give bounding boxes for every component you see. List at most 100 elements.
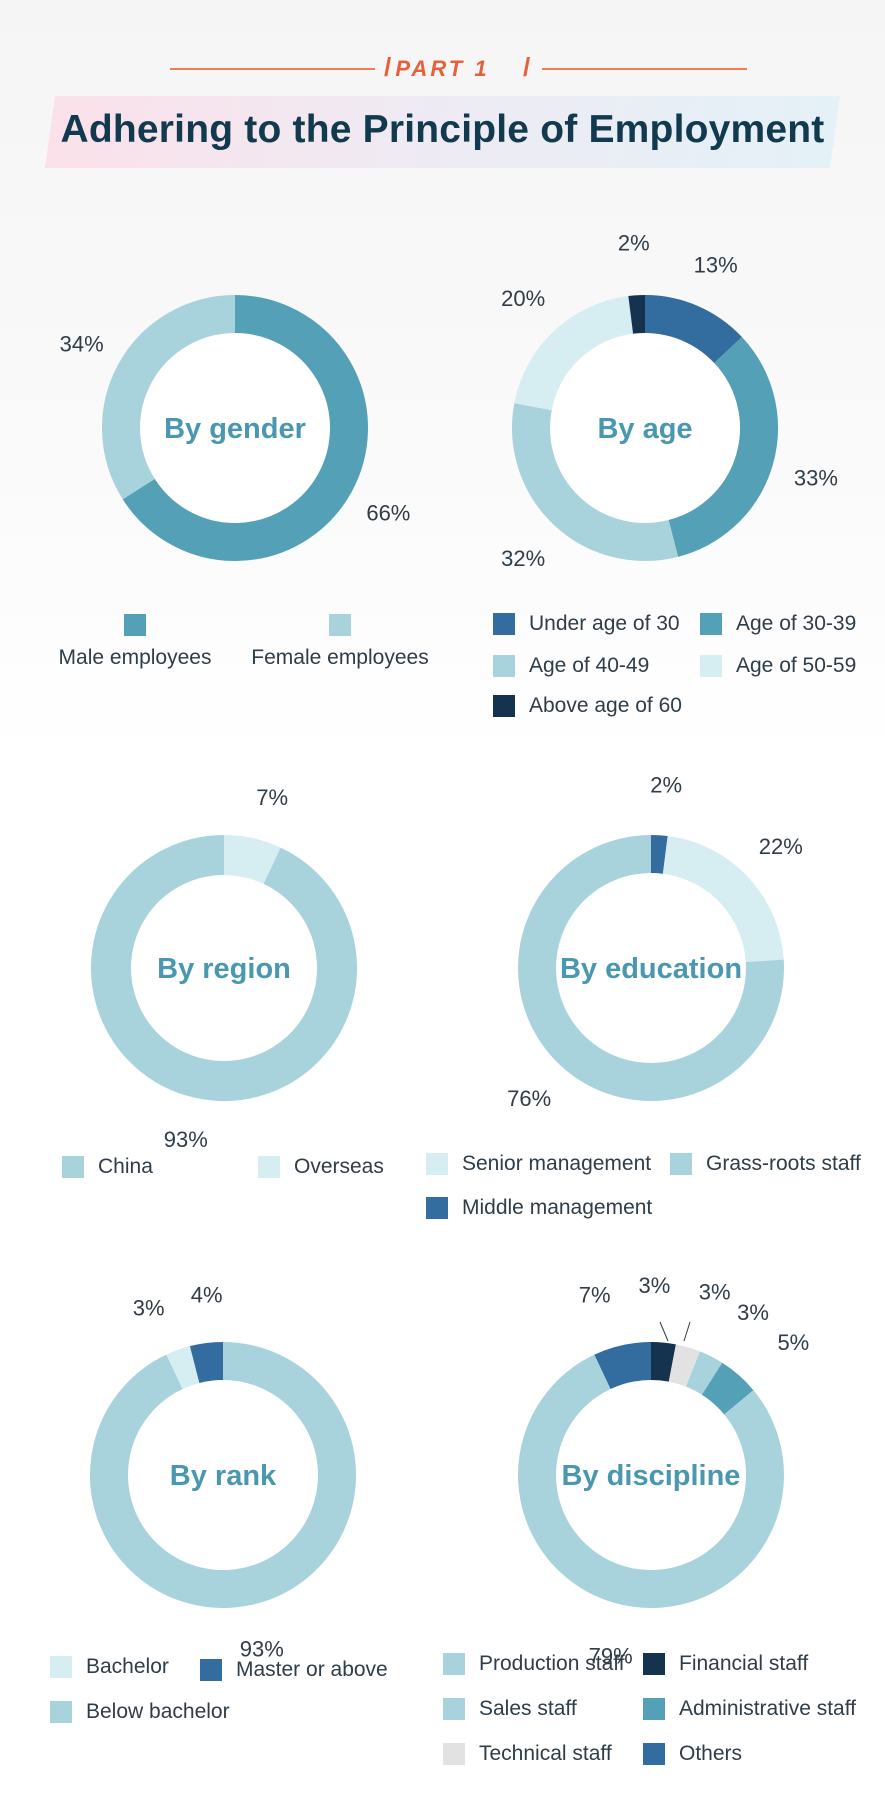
- legend-item-technical: Technical staff: [443, 1742, 612, 1766]
- legend-swatch: [426, 1153, 448, 1175]
- chart-center-title: By discipline: [562, 1460, 741, 1492]
- legend-item-master: Master or above: [200, 1658, 388, 1682]
- chart-center-title: By education: [560, 953, 742, 985]
- legend-swatch: [443, 1698, 465, 1720]
- legend-swatch: [700, 655, 722, 677]
- data-label: 3%: [737, 1300, 769, 1325]
- leader-line: [683, 1321, 691, 1342]
- data-label: 3%: [639, 1273, 671, 1298]
- financial-slice: [650, 1342, 676, 1382]
- data-label: 20%: [501, 286, 545, 311]
- overseas-slice: [223, 835, 281, 885]
- data-label: 5%: [777, 1330, 809, 1355]
- data-label: 34%: [60, 332, 104, 357]
- legend-item-others: Others: [643, 1742, 742, 1766]
- data-label: 13%: [694, 253, 738, 278]
- grass-roots-slice: [518, 835, 784, 1101]
- donut-hole: [550, 333, 740, 523]
- legend-label: Technical staff: [479, 1742, 612, 1765]
- legend-label: China: [98, 1155, 153, 1178]
- legend-item-below-bachelor: Below bachelor: [50, 1700, 230, 1724]
- legend-label: Age of 50-59: [736, 654, 857, 677]
- chart-center-title: By gender: [164, 413, 306, 445]
- legend-label: Grass-roots staff: [706, 1152, 861, 1175]
- data-label: 32%: [501, 546, 545, 571]
- data-label: 4%: [191, 1282, 223, 1307]
- legend-label: Below bachelor: [86, 1700, 230, 1723]
- header-rule-left: [170, 68, 375, 70]
- legend-swatch: [50, 1701, 72, 1723]
- legend-swatch: [200, 1659, 222, 1681]
- data-label: 76%: [507, 1086, 551, 1111]
- legend-label: Above age of 60: [529, 694, 682, 717]
- data-label: 33%: [794, 466, 838, 491]
- legend-item-grass-roots: Grass-roots staff: [670, 1152, 861, 1176]
- legend-swatch: [258, 1156, 280, 1178]
- legend-label: Age of 30-39: [736, 612, 857, 635]
- data-label: 7%: [579, 1282, 611, 1307]
- legend-label: Middle management: [462, 1196, 653, 1219]
- legend-item-bachelor: Bachelor: [50, 1655, 169, 1679]
- administrative-slice: [701, 1362, 754, 1415]
- donut-hole: [556, 873, 746, 1063]
- chart-center-title: By region: [157, 953, 291, 985]
- legend-label: Production staff: [479, 1652, 625, 1675]
- master-slice: [189, 1342, 224, 1384]
- data-label: 2%: [618, 230, 650, 255]
- data-label: 3%: [133, 1296, 165, 1321]
- legend-swatch: [643, 1653, 665, 1675]
- legend-swatch: [62, 1156, 84, 1178]
- 50-59-slice: [514, 296, 634, 411]
- chart-center-title: By age: [597, 413, 692, 445]
- 30-39-slice: [668, 336, 778, 557]
- male-slice: [122, 295, 368, 561]
- legend-label: Bachelor: [86, 1655, 169, 1678]
- legend-label: Others: [679, 1742, 743, 1765]
- donut-hole: [140, 333, 330, 523]
- china-slice: [91, 835, 357, 1101]
- legend-swatch: [50, 1656, 72, 1678]
- donut-hole: [556, 1380, 746, 1570]
- legend-item-middle-management: Middle management: [426, 1196, 652, 1220]
- sales-slice: [685, 1351, 723, 1396]
- bachelor-slice: [166, 1346, 200, 1390]
- technical-slice: [668, 1344, 700, 1387]
- data-label: 3%: [699, 1279, 731, 1304]
- legend-item-50-59: Age of 50-59: [700, 654, 856, 678]
- data-label: 7%: [256, 785, 288, 810]
- legend-swatch: [493, 695, 515, 717]
- legend-swatch: [493, 655, 515, 677]
- legend-item-sales: Sales staff: [443, 1697, 577, 1721]
- data-label: 22%: [759, 834, 803, 859]
- legend-swatch: [643, 1698, 665, 1720]
- legend-label: Under age of 30: [529, 612, 680, 635]
- under-30-slice: [644, 295, 742, 364]
- legend-label: Female employees: [251, 646, 429, 669]
- legend-item-40-49: Age of 40-49: [493, 654, 649, 678]
- production-slice: [518, 1354, 784, 1608]
- leader-line: [659, 1321, 669, 1342]
- senior-management-slice: [662, 836, 784, 963]
- legend-item-overseas: Overseas: [258, 1155, 384, 1179]
- legend-label: Sales staff: [479, 1697, 577, 1720]
- legend-item-senior-management: Senior management: [426, 1152, 651, 1176]
- donut-hole: [128, 1380, 318, 1570]
- legend-label: Administrative staff: [679, 1697, 857, 1720]
- legend-item-male: Male employees: [50, 614, 220, 670]
- legend-item-above-60: Above age of 60: [493, 694, 682, 718]
- page-title: Adhering to the Principle of Employment: [60, 108, 825, 151]
- legend-item-administrative: Administrative staff: [643, 1697, 856, 1721]
- legend-swatch: [443, 1743, 465, 1765]
- legend-item-financial: Financial staff: [643, 1652, 808, 1676]
- legend-swatch: [124, 614, 146, 636]
- middle-management-slice: [650, 835, 668, 874]
- female-slice: [102, 295, 236, 500]
- legend-label: Overseas: [294, 1155, 384, 1178]
- legend-item-china: China: [62, 1155, 153, 1179]
- legend-swatch: [670, 1153, 692, 1175]
- 40-49-slice: [512, 403, 679, 561]
- legend-label: Male employees: [58, 646, 212, 669]
- data-label: 66%: [366, 500, 410, 525]
- legend-label: Senior management: [462, 1152, 652, 1175]
